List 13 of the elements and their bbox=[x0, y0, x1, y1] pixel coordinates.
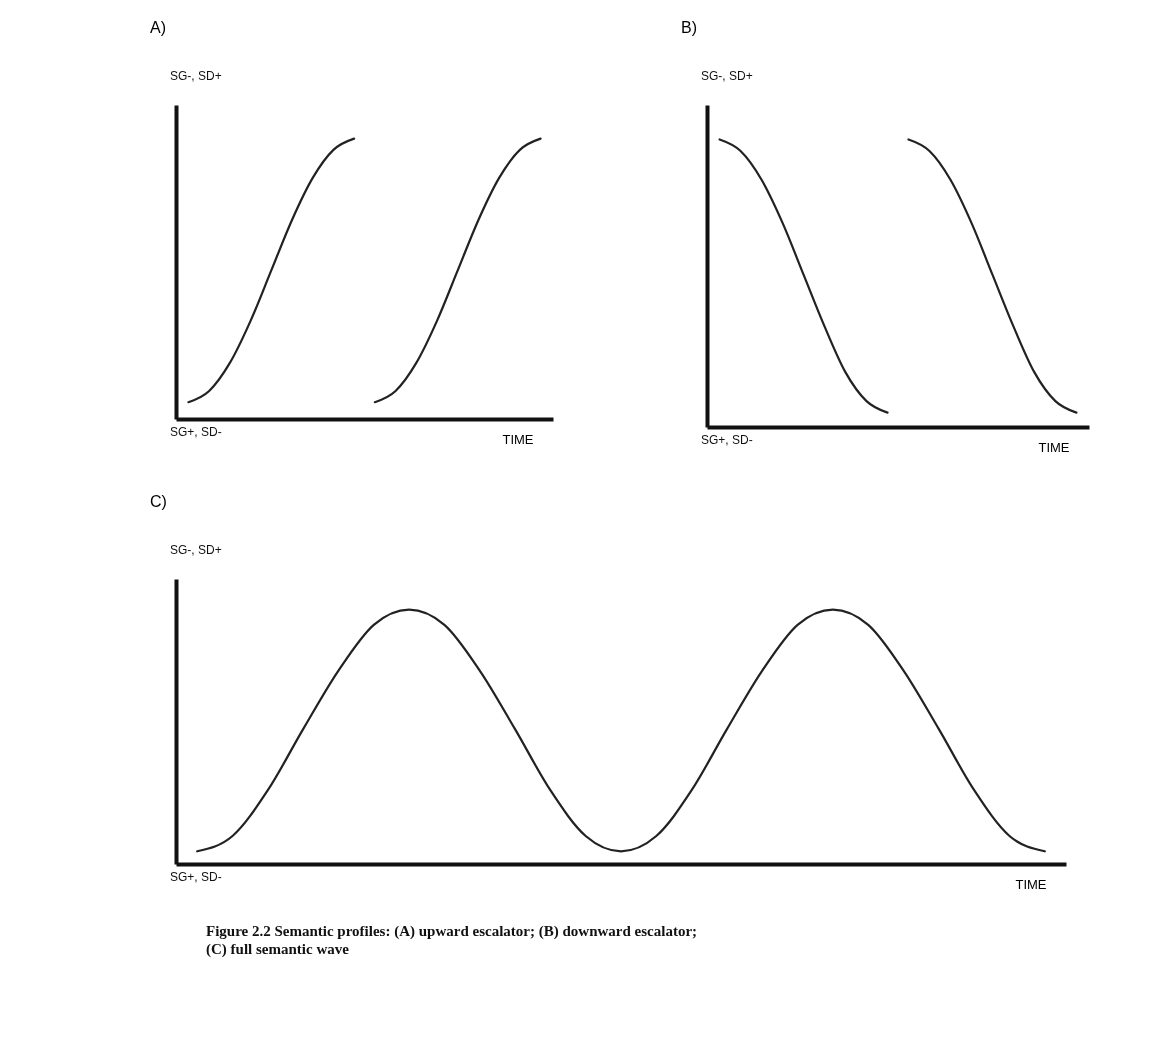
chart-title: B) bbox=[681, 19, 697, 36]
text: SG-, SD+ bbox=[170, 69, 222, 83]
text: SG+, SD- bbox=[701, 433, 753, 447]
chart-title: C) bbox=[150, 493, 167, 510]
text: SG-, SD+ bbox=[170, 543, 222, 557]
caption: Figure 2.2 Semantic profiles: (A) upward escalator; (B) downward escalator; (C) full semantic wave bbox=[206, 923, 698, 958]
x-axis-title: TIME bbox=[1015, 876, 1047, 892]
text: SG-, SD+ bbox=[701, 69, 753, 83]
x-axis-title: TIME bbox=[502, 431, 534, 447]
text: SG+, SD- bbox=[170, 870, 222, 884]
text: SG+, SD- bbox=[170, 425, 222, 439]
chart-title: A) bbox=[150, 19, 166, 36]
x-axis-title: TIME bbox=[1038, 439, 1070, 455]
